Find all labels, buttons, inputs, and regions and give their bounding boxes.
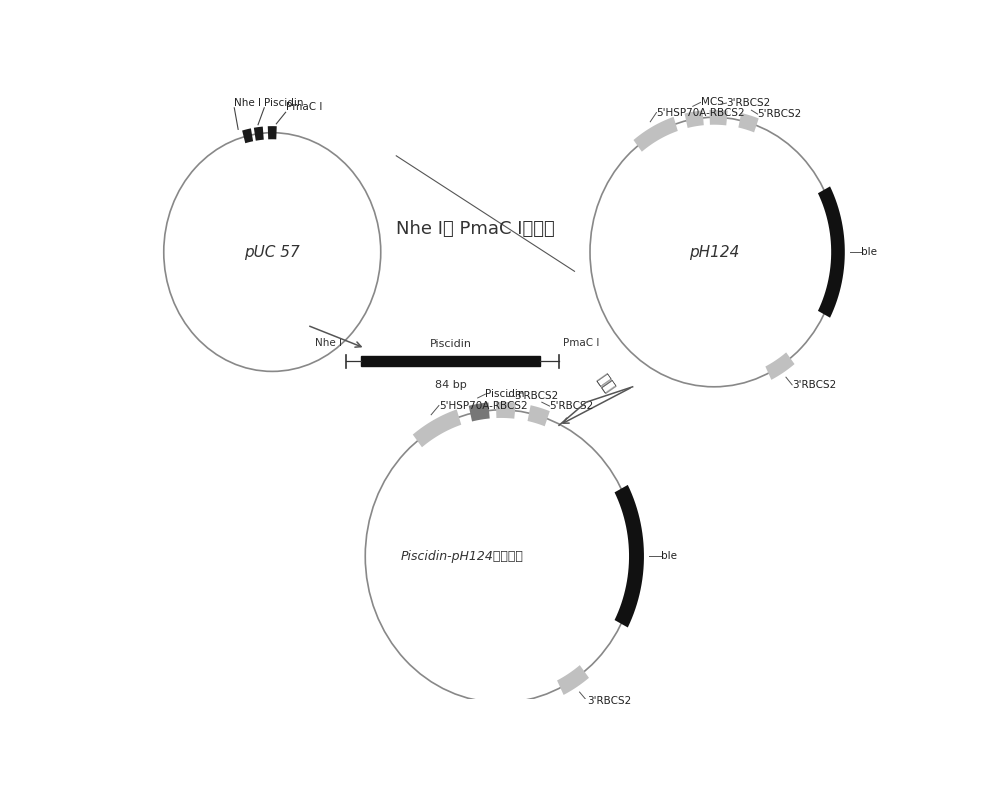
- Polygon shape: [528, 405, 550, 426]
- Text: 84 bp: 84 bp: [435, 380, 466, 390]
- Polygon shape: [818, 186, 845, 318]
- Polygon shape: [633, 117, 678, 152]
- Text: 5'HSP70A-RBCS2: 5'HSP70A-RBCS2: [439, 400, 528, 411]
- Polygon shape: [765, 352, 795, 380]
- Text: PmaC I: PmaC I: [286, 102, 322, 112]
- Text: MCS: MCS: [701, 97, 723, 108]
- Text: pUC 57: pUC 57: [244, 245, 300, 260]
- Text: Nhe I: Nhe I: [315, 338, 342, 348]
- Polygon shape: [469, 403, 490, 422]
- Text: PmaC I: PmaC I: [563, 338, 599, 348]
- Text: ble: ble: [861, 247, 877, 257]
- Text: 5'RBCS2: 5'RBCS2: [550, 401, 594, 411]
- Polygon shape: [557, 665, 589, 695]
- Text: 3'RBCS2: 3'RBCS2: [514, 391, 558, 401]
- Text: 3'RBCS2: 3'RBCS2: [587, 696, 632, 706]
- Polygon shape: [242, 128, 253, 143]
- Text: pH124: pH124: [689, 245, 739, 260]
- Polygon shape: [254, 126, 264, 141]
- Text: Piscidin-pH124重组质粒: Piscidin-pH124重组质粒: [401, 550, 524, 563]
- Polygon shape: [685, 111, 704, 128]
- Polygon shape: [268, 126, 277, 140]
- Polygon shape: [496, 402, 516, 418]
- Polygon shape: [738, 113, 759, 133]
- Text: 5'RBCS2: 5'RBCS2: [758, 109, 802, 119]
- Text: Nhe I、 PmaC I双酶切: Nhe I、 PmaC I双酶切: [396, 220, 555, 238]
- Text: 3'RBCS2: 3'RBCS2: [726, 98, 771, 108]
- Polygon shape: [413, 410, 461, 447]
- Bar: [361, 356, 540, 367]
- Polygon shape: [615, 485, 644, 627]
- Text: ble: ble: [661, 551, 677, 561]
- Polygon shape: [709, 110, 728, 126]
- Text: Piscidin: Piscidin: [485, 389, 525, 399]
- Text: Nhe I: Nhe I: [234, 98, 261, 108]
- Text: 5'HSP70A-RBCS2: 5'HSP70A-RBCS2: [656, 108, 745, 118]
- Text: Piscidin: Piscidin: [264, 98, 304, 108]
- Text: 3'RBCS2: 3'RBCS2: [792, 380, 836, 390]
- Text: Piscidin: Piscidin: [429, 339, 472, 349]
- Text: 连接: 连接: [594, 371, 617, 395]
